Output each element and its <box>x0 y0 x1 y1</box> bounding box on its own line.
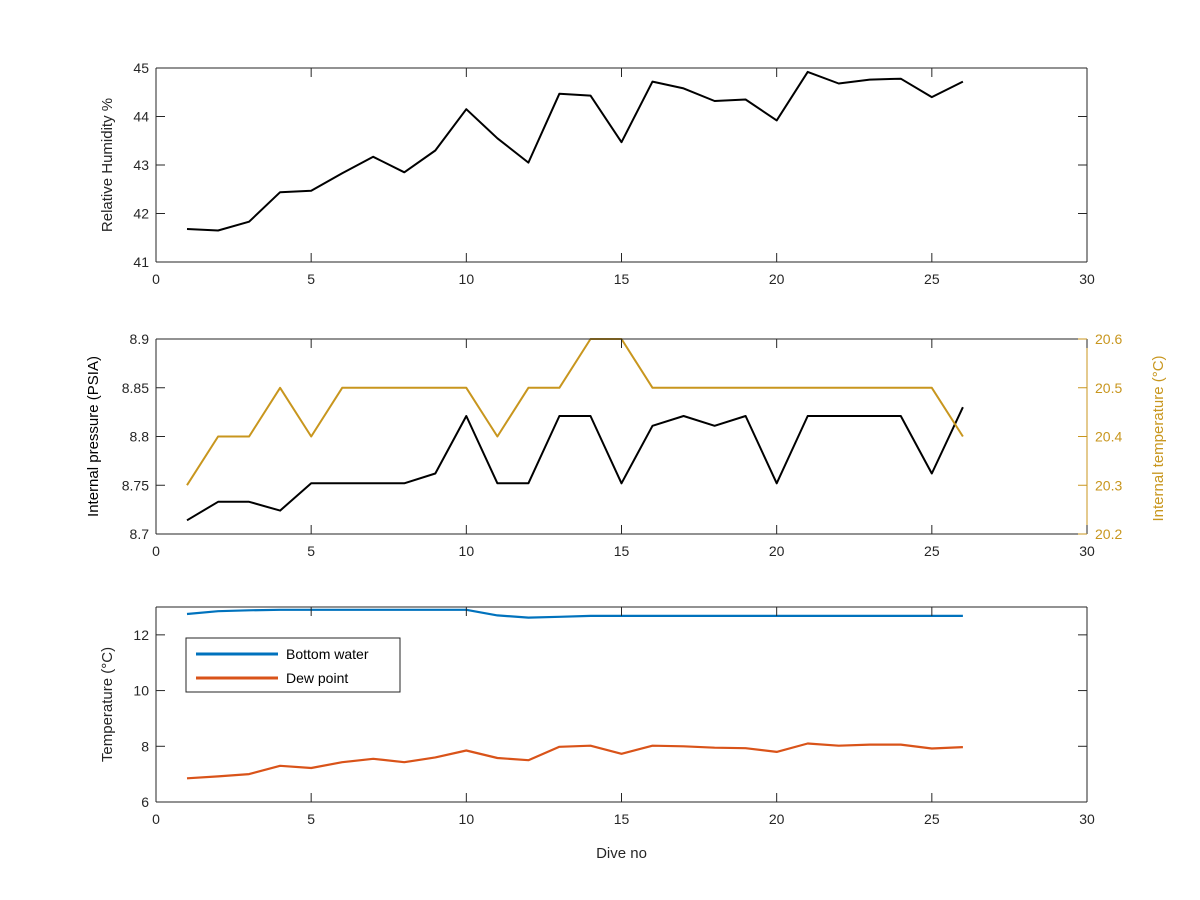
series-bottom-water-line <box>186 608 963 619</box>
y-tick-label: 44 <box>133 109 149 125</box>
x-tick-label: 20 <box>769 271 785 287</box>
x-tick-label: 5 <box>307 811 315 827</box>
axes-panel-1: 0 5 10 15 20 25 30 41 42 43 44 45 Relative Humidity … <box>99 60 1095 287</box>
x-tick-label: 25 <box>924 271 940 287</box>
y2-axis-label: Internal temperature (°C) <box>1150 355 1167 521</box>
legend-label-bottom-water: Bottom water <box>286 646 369 662</box>
x-tick-label: 20 <box>769 543 785 559</box>
y-tick-label: 6 <box>141 794 149 810</box>
x-tick-label: 0 <box>152 811 160 827</box>
x-tick-label: 25 <box>924 543 940 559</box>
y-tick-label: 41 <box>133 254 149 270</box>
x-tick-label: 5 <box>307 271 315 287</box>
series-internal-temperature-line <box>186 338 964 486</box>
y-axis-label: Internal pressure (PSIA) <box>85 356 102 517</box>
y-axis-label: Temperature (°C) <box>99 647 116 762</box>
x-tick-label: 0 <box>152 271 160 287</box>
x-tick-label: 15 <box>614 543 630 559</box>
x-tick-label: 0 <box>152 543 160 559</box>
axes-panel-3: 0 5 10 15 20 25 30 6 8 10 12 Temperature (°C) Dive n… <box>99 606 1095 862</box>
y-tick-label: 45 <box>133 60 149 76</box>
legend-box <box>185 637 401 693</box>
x-tick-label: 5 <box>307 543 315 559</box>
series-1-line <box>186 406 964 522</box>
legend-label-dew-point: Dew point <box>286 670 348 686</box>
y2-tick-label: 20.3 <box>1095 477 1122 493</box>
y-tick-label: 8.8 <box>130 429 150 445</box>
y-tick-label: 8.7 <box>130 526 150 542</box>
y-tick-label: 12 <box>133 627 149 643</box>
legend: Bottom water Dew point <box>185 637 401 693</box>
y2-tick-label: 20.6 <box>1095 331 1122 347</box>
x-tick-label: 30 <box>1079 543 1095 559</box>
x-tick-label: 10 <box>459 811 475 827</box>
x-tick-label: 30 <box>1079 811 1095 827</box>
y-axis-label: Relative Humidity % <box>99 98 116 232</box>
x-tick-label: 10 <box>459 271 475 287</box>
axes-panel-2: 0 5 10 15 20 25 30 8.7 8.75 8.8 8.85 8.9 20.2 20.3 20.… <box>85 331 1167 559</box>
y-tick-label: 43 <box>133 157 149 173</box>
x-tick-label: 15 <box>614 811 630 827</box>
y-tick-label: 8.9 <box>130 331 150 347</box>
x-tick-label: 10 <box>459 543 475 559</box>
x-tick-label: 15 <box>614 271 630 287</box>
y-tick-label: 8 <box>141 738 149 754</box>
y-tick-label: 8.75 <box>122 477 149 493</box>
x-axis-label: Dive no <box>596 845 647 862</box>
series-1-line <box>186 70 964 232</box>
y-tick-label: 10 <box>133 683 149 699</box>
x-tick-label: 25 <box>924 811 940 827</box>
series-dew-point-line <box>186 742 963 780</box>
y2-tick-label: 20.5 <box>1095 380 1122 396</box>
y-tick-label: 8.85 <box>122 380 149 396</box>
y2-tick-label: 20.2 <box>1095 526 1122 542</box>
x-tick-label: 30 <box>1079 271 1095 287</box>
y-tick-label: 42 <box>133 206 149 222</box>
y2-tick-label: 20.4 <box>1095 429 1122 445</box>
x-tick-label: 20 <box>769 811 785 827</box>
